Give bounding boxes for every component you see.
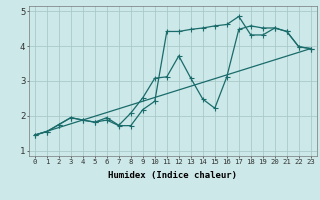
X-axis label: Humidex (Indice chaleur): Humidex (Indice chaleur): [108, 171, 237, 180]
